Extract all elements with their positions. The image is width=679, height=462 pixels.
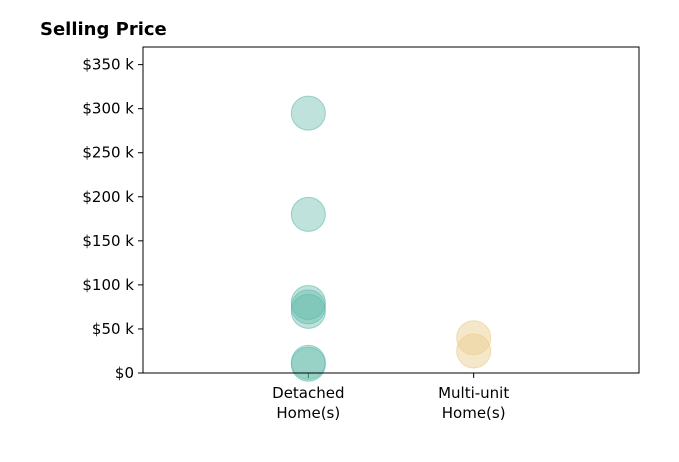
y-tick-label: $100 k <box>82 276 134 294</box>
scatter-point <box>290 95 326 131</box>
scatter-point <box>290 196 326 232</box>
x-tick-label: Detached Home(s) <box>272 384 344 422</box>
scatter-point <box>290 289 326 325</box>
x-tick-label-line: Detached <box>272 384 344 402</box>
y-tick-label: $50 k <box>92 320 134 338</box>
y-tick-label: $250 k <box>82 144 134 162</box>
y-tick-label: $0 <box>115 364 134 382</box>
x-tick-label-line: Home(s) <box>276 404 340 422</box>
data-points <box>290 95 492 382</box>
x-tick-label-line: Home(s) <box>442 404 506 422</box>
scatter-point <box>290 346 326 382</box>
y-axis: $0 $50 k $100 k $150 k $200 k $250 k $300 k $35… <box>82 56 143 382</box>
scatter-point <box>290 285 326 321</box>
scatter-point <box>456 333 492 369</box>
y-tick-label: $300 k <box>82 100 134 118</box>
plot-frame <box>142 46 640 374</box>
y-tick-label: $200 k <box>82 188 134 206</box>
x-tick-label-line: Multi-unit <box>438 384 509 402</box>
y-tick-label: $150 k <box>82 232 134 250</box>
x-axis: Detached Home(s) Multi-unit Home(s) <box>272 373 509 422</box>
x-tick-label: Multi-unit Home(s) <box>438 384 509 422</box>
chart-title: Selling Price <box>40 19 167 40</box>
scatter-point <box>290 293 326 329</box>
y-tick-label: $350 k <box>82 56 134 74</box>
